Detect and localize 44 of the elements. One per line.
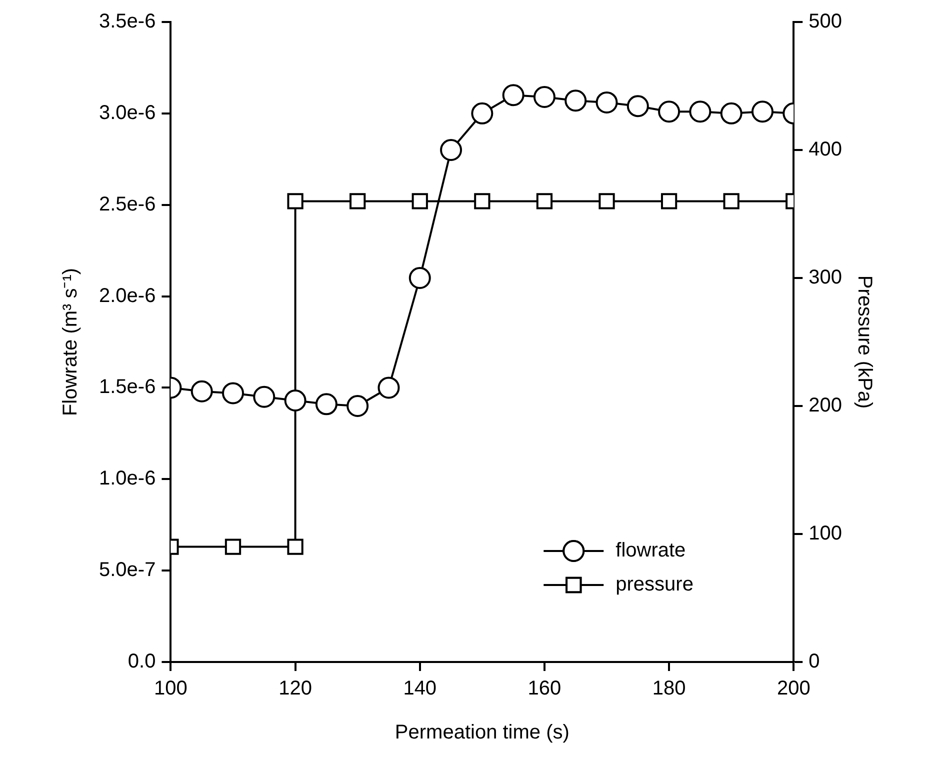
point — [253, 386, 276, 408]
point — [346, 395, 369, 417]
point — [596, 91, 618, 114]
x-axis-title: Permeation time (s) — [394, 722, 570, 744]
x-tick-label: 120 — [278, 678, 312, 700]
y-axis-title: Flowrate (m³ s⁻¹) — [60, 268, 82, 416]
point — [190, 380, 213, 402]
x-tick-label: 180 — [652, 678, 686, 700]
y-tick-label: 1.0e-6 — [98, 468, 156, 490]
point — [471, 102, 494, 124]
point — [533, 86, 556, 108]
point — [626, 95, 649, 118]
legend-label: flowrate — [616, 540, 686, 562]
y-tick-label: 3.0e-6 — [98, 102, 156, 124]
point — [689, 100, 712, 123]
point — [658, 100, 680, 123]
x-tick-label: 200 — [776, 678, 810, 700]
y-tick-label: 3.5e-6 — [98, 10, 156, 33]
y-tick-label: 0.0 — [128, 650, 156, 673]
y-tick-label: 2.0e-6 — [98, 284, 156, 307]
point — [440, 139, 462, 161]
x-tick-label: 100 — [154, 678, 188, 700]
y-tick-label: 2.5e-6 — [98, 193, 156, 216]
point — [284, 390, 306, 412]
x-tick-label: 160 — [528, 678, 562, 700]
y2-tick-label: 500 — [808, 10, 842, 33]
y-tick-label: 5.0e-7 — [98, 559, 156, 582]
y2-tick-label: 400 — [808, 138, 842, 161]
y2-tick-label: 0 — [808, 650, 820, 673]
point — [222, 382, 244, 404]
y-tick-label: 1.5e-6 — [98, 376, 156, 398]
point — [751, 100, 774, 123]
x-tick-label: 140 — [403, 678, 437, 700]
point — [720, 102, 742, 124]
y2-tick-label: 300 — [808, 266, 842, 289]
point — [378, 376, 400, 399]
point — [502, 84, 524, 106]
point — [564, 90, 587, 112]
y2-tick-label: 100 — [808, 522, 842, 545]
legend-label: pressure — [616, 574, 694, 596]
y2-tick-label: 200 — [808, 394, 842, 417]
point — [408, 267, 431, 289]
point — [315, 393, 338, 416]
y2-axis-title: Pressure (kPa) — [853, 275, 876, 409]
